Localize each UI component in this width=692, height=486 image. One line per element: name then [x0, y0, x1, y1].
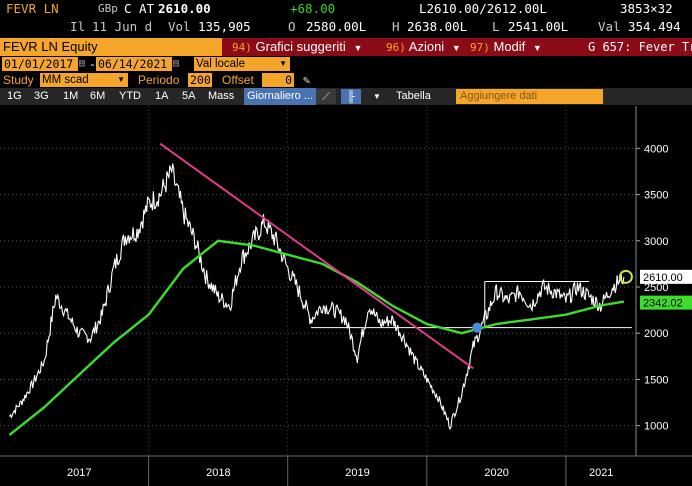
quote-bar: FEVR LN GBp C AT 2610.00 +68.00 L2610.00… — [0, 0, 692, 18]
function-title: G 657: Fever Tr — [588, 40, 692, 54]
chevron-down-icon: ▼ — [353, 43, 363, 53]
offset-label: Offset — [222, 73, 254, 87]
frequency-select[interactable]: Giornaliero ... — [244, 88, 317, 105]
frequency-value: Giornaliero — [247, 90, 301, 102]
low: 2541.00L — [508, 19, 569, 34]
range-6m[interactable]: 6M — [90, 90, 106, 102]
range-1d[interactable]: 1G — [7, 90, 22, 102]
calendar-icon[interactable]: ▤ — [79, 58, 86, 69]
table-button[interactable]: Tabella — [396, 90, 431, 102]
quote-bar-2: Il 11 Jun d Vol 135,905 O 2580.00L H 263… — [0, 18, 692, 36]
high-label: H — [392, 19, 400, 34]
bar-chart-icon[interactable]: ╟ — [341, 89, 361, 104]
y-axis: 1000 1500 2000 2500 3000 3500 4000 — [644, 143, 668, 432]
ma-value-label: 2342.02 — [643, 298, 683, 310]
menu-label: Azioni — [408, 39, 445, 54]
chevron-down-icon[interactable]: ▼ — [373, 92, 381, 101]
y-tick-label: 2000 — [644, 328, 668, 340]
chart-grid — [0, 106, 640, 456]
traded-value: 354.494 — [628, 19, 681, 34]
last-price: 2610.00 — [158, 1, 211, 16]
last-price-label: 2610.00 — [643, 272, 683, 284]
y-tick-label: 3000 — [644, 236, 668, 248]
x-tick-label: 2017 — [67, 467, 91, 479]
line-chart-icon[interactable]: ⟋ — [316, 89, 336, 104]
range-ytd[interactable]: YTD — [119, 90, 141, 102]
open: 2580.00L — [306, 19, 367, 34]
bid-ask: L2610.00/2612.00L — [419, 1, 547, 16]
range-max[interactable]: Mass — [208, 90, 235, 102]
date-range-bar: 01/01/2017 ▤ - 06/14/2021 ▤ Val locale ▼ — [0, 56, 692, 72]
x-tick-label: 2020 — [484, 467, 508, 479]
x-tick-label: 2019 — [345, 467, 369, 479]
volume: 135,905 — [198, 19, 251, 34]
calendar-icon[interactable]: ▤ — [173, 58, 180, 69]
low-label: L — [492, 19, 500, 34]
high: 2638.00L — [407, 19, 468, 34]
date-separator: - — [89, 57, 96, 71]
actions-menu[interactable]: 96) Azioni ▼ — [386, 38, 461, 56]
condition-code: C AT — [124, 1, 155, 16]
chevron-down-icon: ▼ — [279, 59, 287, 68]
end-date-field[interactable]: 06/14/2021 — [96, 57, 172, 71]
currency-value: Val locale — [196, 58, 246, 70]
y-tick-label: 1000 — [644, 421, 668, 433]
range-toolbar: 1G 3G 1M 6M YTD 1A 5A Mass Giornaliero .… — [0, 88, 692, 105]
x-axis: 2017 2018 2019 2020 2021 — [0, 106, 692, 486]
ellipsis-icon: ... — [303, 90, 314, 102]
study-select[interactable]: MM scad ▼ — [40, 73, 128, 87]
ma-cross-marker — [472, 322, 483, 333]
period-field[interactable]: 200 — [188, 73, 212, 87]
menu-label: Modif — [493, 39, 526, 54]
offset-field[interactable]: 0 — [262, 73, 294, 87]
value-label: Val — [598, 19, 621, 34]
y-tick-label: 2500 — [644, 282, 668, 294]
trade-date: 11 Jun d — [92, 19, 153, 34]
ticker: FEVR LN — [6, 1, 59, 16]
currency: GBp — [98, 2, 118, 15]
study-bar: Study MM scad ▼ Periodo 200 Offset 0 ✎ — [0, 72, 692, 88]
security-field[interactable]: FEVR LN Equity — [0, 38, 222, 56]
add-data-field[interactable]: Aggiungere dati — [456, 89, 603, 104]
suggested-charts-menu[interactable]: 94) Grafici suggeriti ▼ — [232, 38, 362, 56]
chevron-down-icon: ▼ — [451, 43, 461, 53]
x-tick-label: 2021 — [589, 467, 613, 479]
study-value: MM scad — [42, 74, 89, 86]
support-resistance-lines — [310, 280, 632, 329]
ma-badge: 2342.02 — [640, 295, 692, 310]
range-1m[interactable]: 1M — [63, 90, 79, 102]
range-1y[interactable]: 1A — [155, 90, 169, 102]
y-tick-label: 3500 — [644, 190, 668, 202]
last-price-marker — [618, 269, 633, 284]
menu-number: 96) — [386, 41, 406, 54]
range-5y[interactable]: 5A — [182, 90, 196, 102]
menu-label: Grafici suggeriti — [255, 39, 346, 54]
bid-ask-size: 3853×32 — [620, 1, 673, 16]
edit-menu[interactable]: 97) Modif ▼ — [470, 38, 542, 56]
chevron-down-icon: ▼ — [117, 75, 125, 84]
trendline[interactable] — [159, 142, 474, 370]
menu-number: 94) — [232, 41, 252, 54]
date-prefix: Il — [70, 19, 86, 34]
start-date-field[interactable]: 01/01/2017 — [2, 57, 78, 71]
period-label: Periodo — [138, 73, 180, 87]
currency-select[interactable]: Val locale ▼ — [194, 57, 290, 71]
y-tick-label: 4000 — [644, 143, 668, 155]
volume-label: Vol — [168, 19, 191, 34]
range-3d[interactable]: 3G — [34, 90, 49, 102]
price-series-line — [9, 163, 625, 431]
menu-number: 97) — [470, 41, 490, 54]
study-label: Study — [3, 73, 34, 87]
function-bar: FEVR LN Equity 94) Grafici suggeriti ▼ 9… — [0, 38, 692, 56]
y-tick-label: 1500 — [644, 374, 668, 386]
x-tick-label: 2018 — [206, 467, 230, 479]
chevron-down-icon: ▼ — [532, 43, 542, 53]
price-change: +68.00 — [290, 1, 336, 16]
moving-average-line — [8, 239, 625, 436]
last-price-badge: 2610.00 — [640, 269, 692, 284]
pencil-icon[interactable]: ✎ — [303, 73, 311, 87]
open-label: O — [288, 19, 296, 34]
